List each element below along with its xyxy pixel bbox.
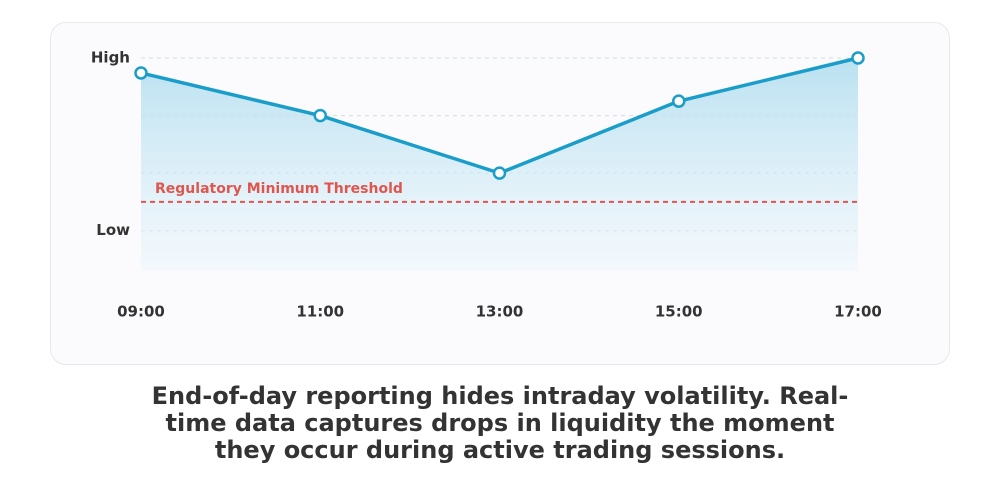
point: [492, 166, 507, 180]
threshold-label: Regulatory Minimum Threshold: [155, 181, 403, 197]
point: [313, 108, 327, 123]
area: [141, 58, 858, 271]
y-tick-label: High: [91, 49, 130, 67]
x-tick-label: 11:00: [296, 303, 344, 321]
x-tick-label: 17:00: [834, 303, 882, 321]
x-tick-label: 09:00: [117, 303, 165, 321]
caption: End-of-day reporting hides intraday vola…: [151, 382, 849, 464]
point: [672, 94, 686, 108]
y-tick-label: Low: [96, 221, 130, 239]
x-tick-label: 13:00: [476, 303, 524, 321]
x-tick-label: 15:00: [655, 303, 703, 321]
point: [851, 51, 865, 65]
point: [134, 66, 148, 80]
